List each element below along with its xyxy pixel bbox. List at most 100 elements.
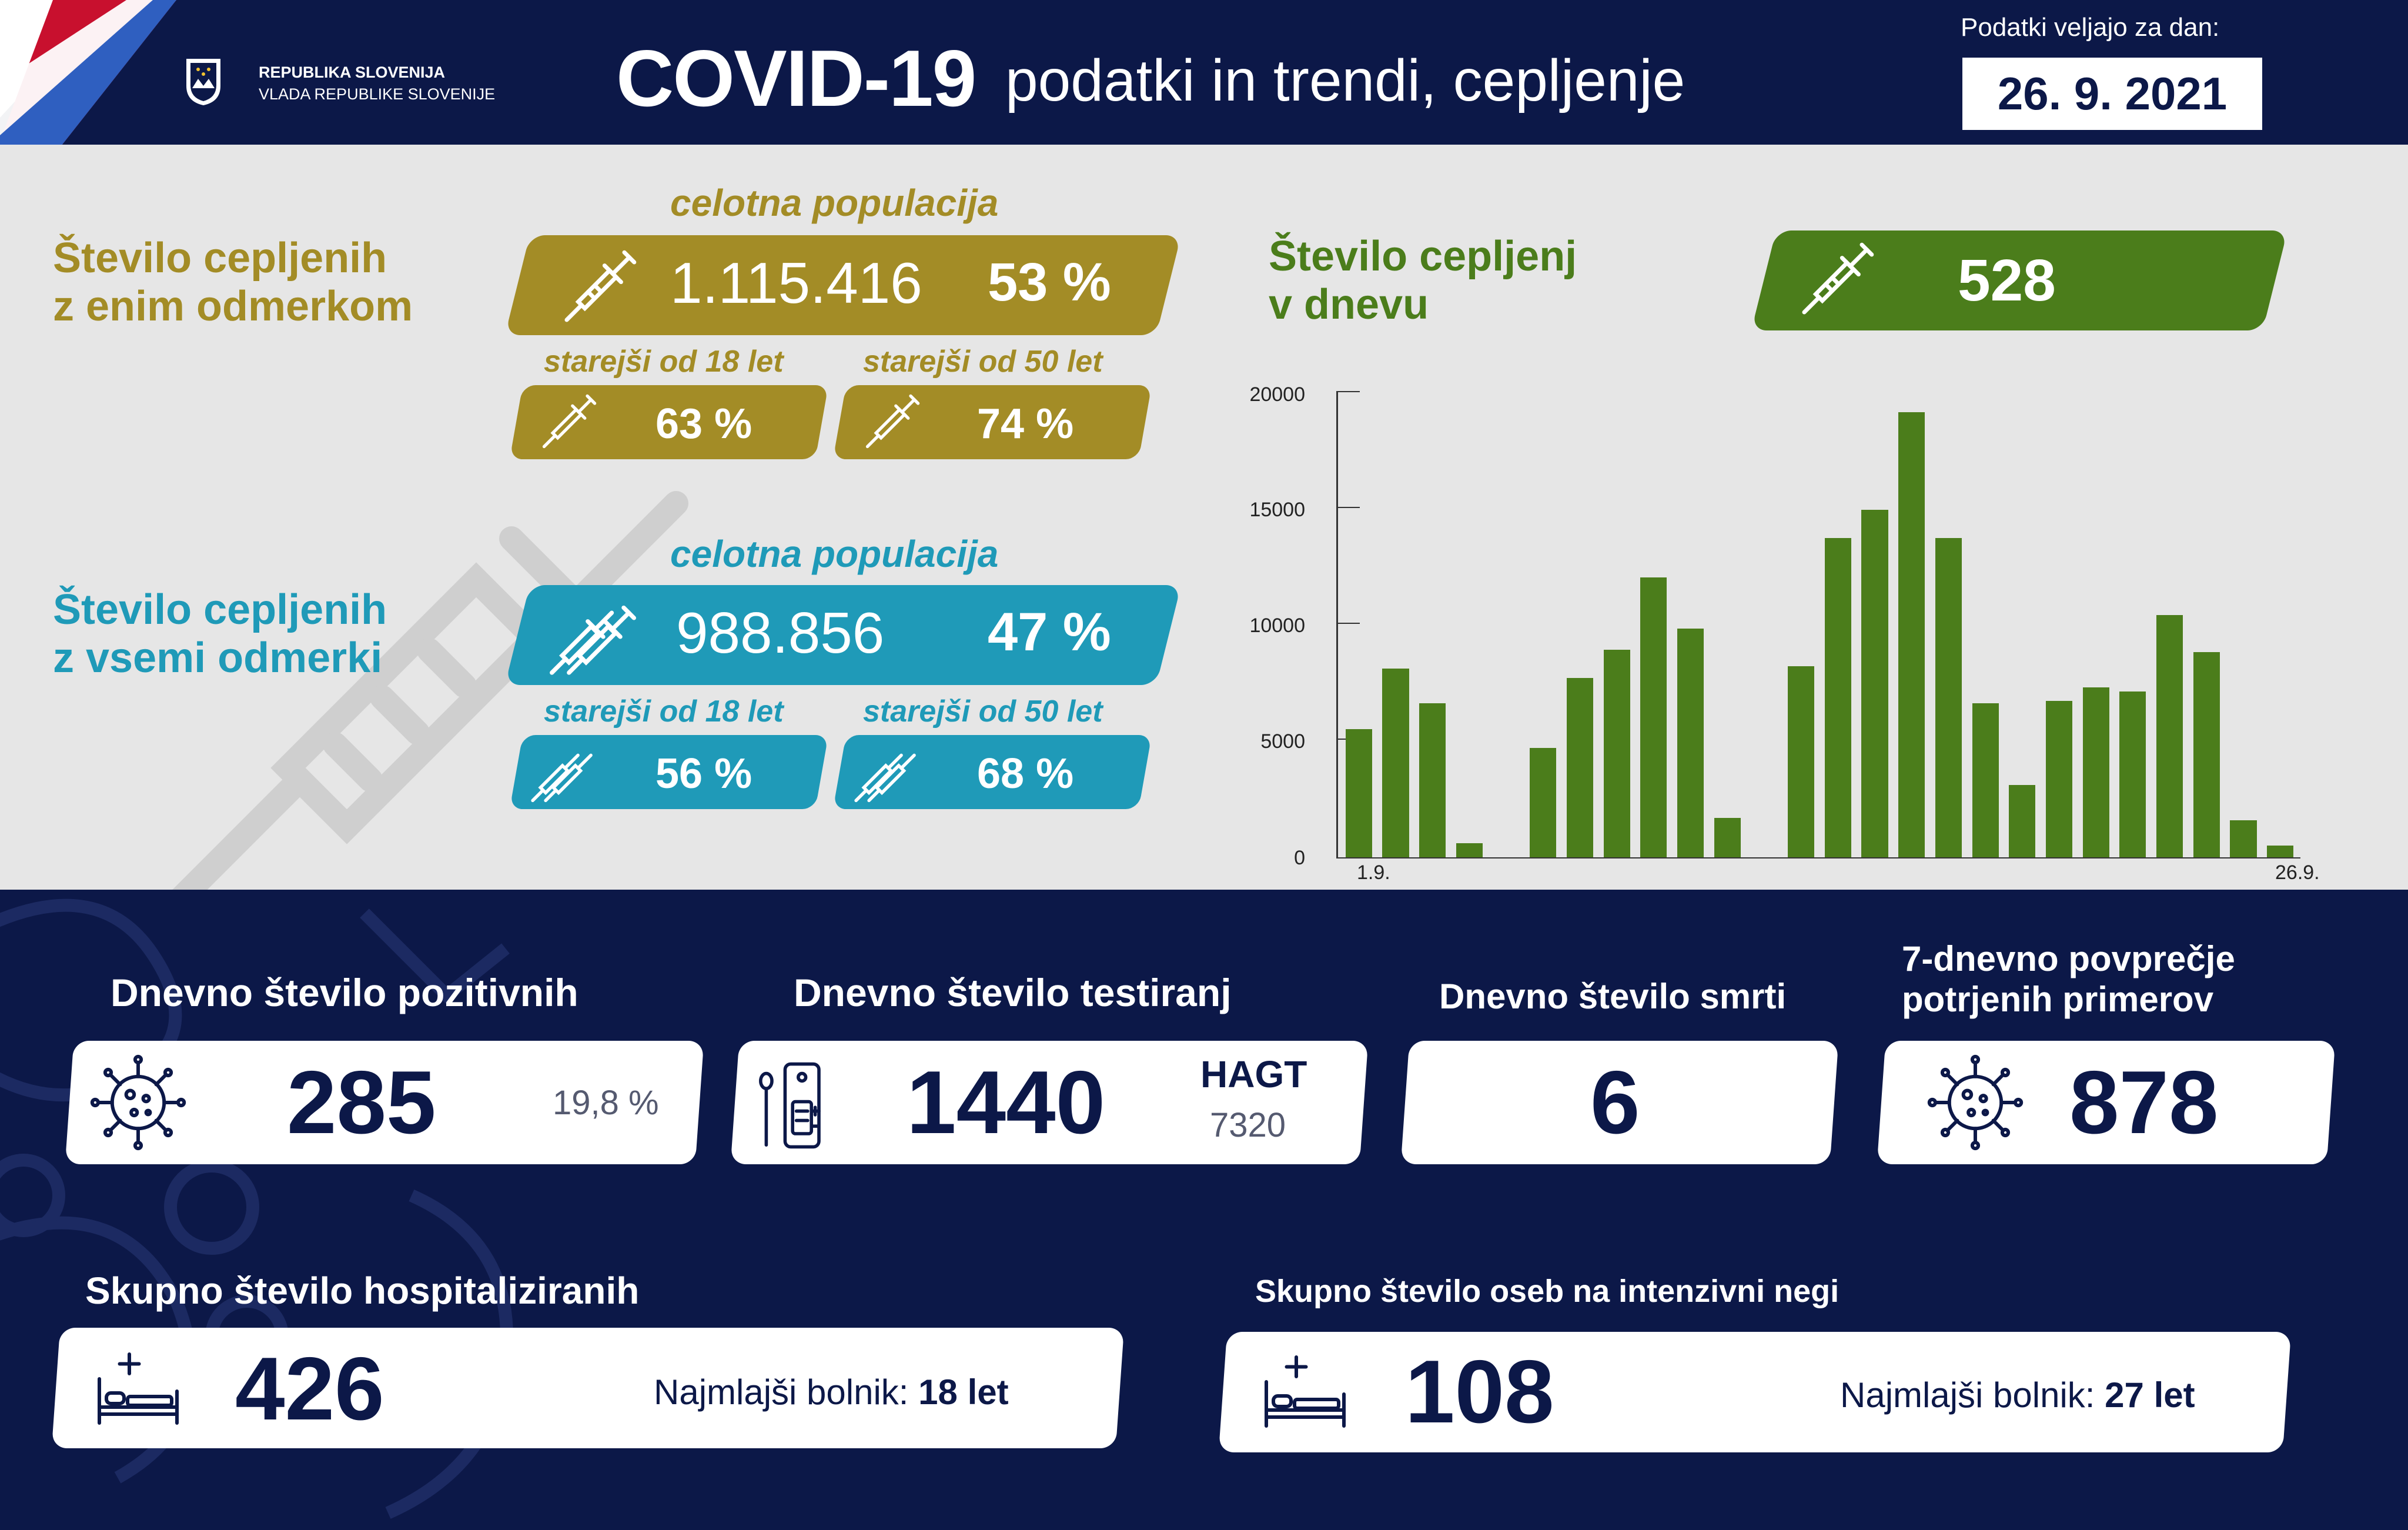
- y-tick-label: 0: [1294, 847, 1305, 869]
- chart-bar: [1419, 703, 1446, 857]
- first-dose-label-line1: Število cepljenih: [53, 235, 387, 282]
- icu-youngest-value: 27 let: [2105, 1375, 2195, 1415]
- full-vaccination-label-line1: Število cepljenih: [53, 586, 387, 633]
- chart-bar: [2119, 691, 2146, 857]
- y-tick-mark: [1336, 391, 1360, 392]
- page-title: COVID-19: [616, 34, 976, 123]
- first-dose-count: 1.115.416: [670, 250, 922, 315]
- first-dose-label-line2: z enim odmerkom: [53, 283, 413, 330]
- virus-icon: [90, 1054, 186, 1151]
- syringe-icon: [865, 394, 920, 449]
- avg7-title-line1: 7-dnevno povprečje: [1902, 939, 2235, 978]
- y-tick-label: 20000: [1249, 383, 1305, 406]
- hospital-bed-icon: [98, 1352, 179, 1425]
- chart-bar: [1677, 629, 1704, 857]
- icu-youngest: Najmlajši bolnik: 27 let: [1840, 1375, 2195, 1415]
- first-dose-age50-label: starejši od 50 let: [863, 345, 1103, 379]
- virus-icon: [1927, 1054, 2024, 1151]
- chart-bar: [1861, 510, 1888, 857]
- chart-bar: [1824, 537, 1851, 857]
- full-age18-label: starejši od 18 let: [544, 694, 784, 729]
- first-dose-age50-percent: 74 %: [977, 400, 1074, 447]
- chart-bar: [1640, 577, 1667, 857]
- deaths-title: Dnevno število smrti: [1439, 977, 1787, 1016]
- avg7-title-line2: potrjenih primerov: [1902, 980, 2214, 1019]
- x-tick-label-last: 26.9.: [2275, 861, 2320, 884]
- deaths-value: 6: [1590, 1053, 1640, 1152]
- chart-bar: [1345, 729, 1372, 857]
- chart-bar: [1566, 677, 1594, 857]
- full-age18-percent: 56 %: [655, 750, 752, 797]
- chart-bar: [2009, 785, 2036, 857]
- chart-bar: [1530, 747, 1557, 857]
- chart-bar: [1935, 537, 1962, 857]
- positive-value: 285: [287, 1053, 436, 1152]
- chart-bar: [2193, 652, 2220, 857]
- chart-bar: [1714, 817, 1741, 857]
- full-age50-percent: 68 %: [977, 750, 1074, 797]
- daily-vaccinations-value: 528: [1958, 248, 2056, 313]
- full-percent: 47 %: [988, 602, 1111, 662]
- bars-area: [1340, 391, 2299, 857]
- chart-bar: [1382, 668, 1409, 857]
- chart-bar: [2267, 846, 2294, 857]
- syringe-icon: [542, 394, 597, 449]
- avg7-value: 878: [2069, 1053, 2219, 1152]
- daily-vaccinations-label: Število cepljenj v dnevu: [1269, 232, 1577, 329]
- chart-bar: [1972, 703, 1999, 857]
- y-tick-label: 15000: [1249, 499, 1305, 521]
- hagt-value: 7320: [1210, 1106, 1286, 1144]
- chart-bar: [1788, 666, 1815, 857]
- chart-bar: [1456, 843, 1483, 857]
- x-axis-line: [1336, 857, 2300, 858]
- full-vaccination-label-line2: z vsemi odmerki: [53, 634, 383, 682]
- syringes-icon: [854, 753, 916, 803]
- icu-title: Skupno število oseb na intenzivni negi: [1255, 1274, 1840, 1309]
- daily-vaccinations-label-line2: v dnevu: [1269, 281, 1429, 328]
- hospitalized-youngest: Najmlajši bolnik: 18 let: [654, 1372, 1009, 1412]
- syringes-icon: [550, 605, 637, 675]
- icu-value: 108: [1405, 1342, 1554, 1442]
- y-axis-line: [1336, 391, 1338, 858]
- first-dose-label: Število cepljenih z enim odmerkom: [53, 234, 413, 330]
- first-dose-percent: 53 %: [988, 252, 1111, 312]
- first-dose-age18-label: starejši od 18 let: [544, 345, 784, 379]
- chart-bar: [2156, 614, 2183, 857]
- hagt-label: HAGT: [1200, 1053, 1307, 1095]
- x-tick-label-first: 1.9.: [1357, 861, 1390, 884]
- icu-youngest-label: Najmlajši bolnik:: [1840, 1375, 2095, 1415]
- avg7-title: 7-dnevno povprečje potrjenih primerov: [1902, 938, 2235, 1020]
- chart-bar: [1898, 412, 1925, 857]
- hospitalized-youngest-label: Najmlajši bolnik:: [654, 1372, 909, 1412]
- chart-bar: [2082, 687, 2109, 857]
- gov-line-1: REPUBLIKA SLOVENIJA: [259, 64, 446, 81]
- hospitalized-title: Skupno število hospitaliziranih: [85, 1270, 640, 1312]
- full-population-label: celotna populacija: [670, 533, 999, 575]
- gov-line-2: VLADA REPUBLIKE SLOVENIJE: [259, 85, 496, 103]
- chart-bar: [2045, 701, 2073, 857]
- tests-title: Dnevno število testiranj: [794, 971, 1232, 1014]
- positive-percent: 19,8 %: [553, 1084, 659, 1122]
- daily-vaccinations-chart: 20000 15000 10000 5000 0 1.9. 26.9.: [1235, 376, 2328, 888]
- full-age50-label: starejši od 50 let: [863, 694, 1103, 729]
- daily-vaccinations-label-line1: Število cepljenj: [1269, 233, 1577, 280]
- tests-value: 1440: [907, 1053, 1106, 1152]
- date-label: Podatki veljajo za dan:: [1961, 13, 2220, 42]
- y-tick-mark: [1336, 507, 1360, 508]
- test-kit-icon: [759, 1062, 821, 1149]
- full-vaccination-label: Število cepljenih z vsemi odmerki: [53, 586, 387, 682]
- first-dose-age18-percent: 63 %: [655, 400, 752, 447]
- positive-title: Dnevno število pozitivnih: [111, 971, 578, 1014]
- chart-bar: [1603, 650, 1630, 857]
- government-name: REPUBLIKA SLOVENIJA VLADA REPUBLIKE SLOV…: [259, 62, 495, 105]
- chart-bar: [2230, 820, 2257, 857]
- coat-of-arms-icon: [186, 59, 220, 106]
- syringe-icon: [1802, 242, 1874, 315]
- hospitalized-value: 426: [235, 1339, 384, 1439]
- page-subtitle: podatki in trendi, cepljenje: [1005, 48, 1685, 113]
- hospitalized-youngest-value: 18 let: [918, 1372, 1009, 1412]
- date-value: 26. 9. 2021: [1962, 58, 2262, 130]
- full-count: 988.856: [676, 600, 885, 665]
- y-tick-label: 5000: [1260, 730, 1305, 753]
- syringe-icon: [564, 250, 637, 322]
